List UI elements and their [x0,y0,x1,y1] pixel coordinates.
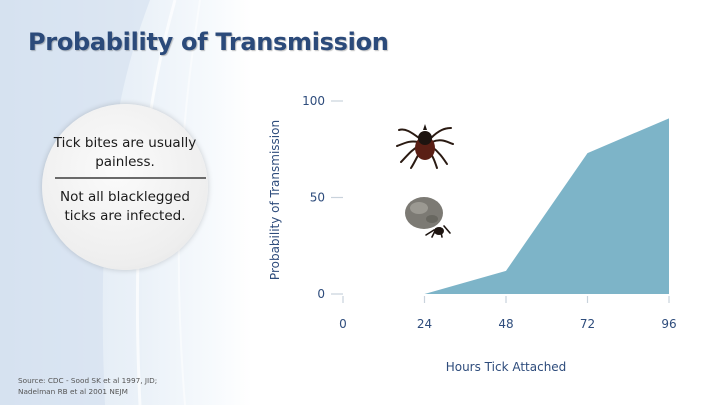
slide-title: Probability of Transmission [28,28,389,56]
y-axis-ticks: 0 50 100 [302,94,343,301]
x-tick-label: 96 [661,317,676,331]
y-tick-label: 50 [310,191,325,205]
x-tick-label: 0 [339,317,347,331]
bubble-divider [55,177,206,179]
x-tick-label: 72 [580,317,595,331]
info-bubble [42,104,208,270]
x-tick-label: 48 [498,317,513,331]
engorged-tick-image [405,197,451,238]
source-citation: Source: CDC - Sood SK et al 1997, JID; N… [18,376,158,396]
bubble-text-infected: Not all blacklegged ticks are infected. [60,189,190,224]
x-tick-label: 24 [417,317,432,331]
transmission-area [424,118,669,295]
x-axis-ticks: 0 24 48 72 96 [339,296,677,331]
y-axis-title: Probability of Transmission [268,120,282,280]
y-tick-label: 100 [302,94,325,108]
photo-backdrop [385,92,497,268]
unfed-tick-image [396,124,454,169]
bubble-text-painless: Tick bites are usually painless. [53,135,197,170]
x-axis-title: Hours Tick Attached [446,360,567,374]
y-tick-label: 0 [317,287,325,301]
